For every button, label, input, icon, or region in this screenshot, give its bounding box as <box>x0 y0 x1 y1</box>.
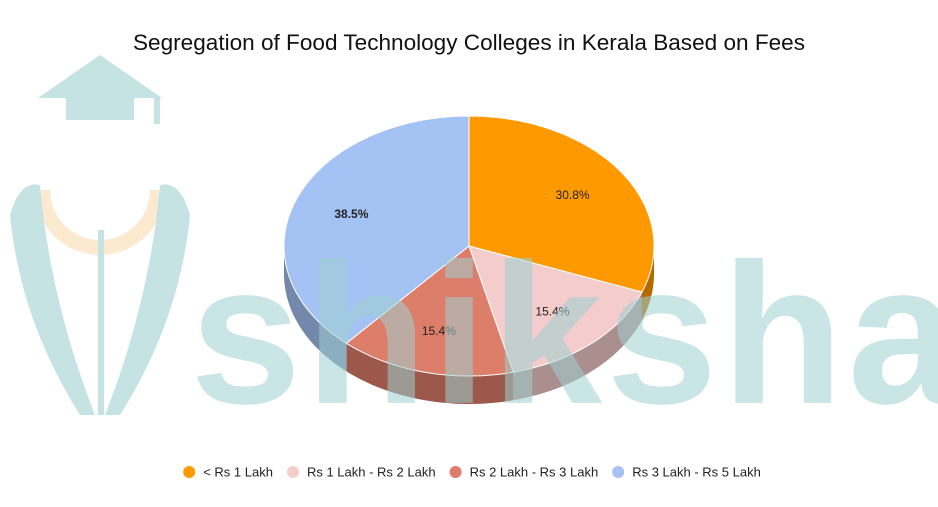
legend-item: Rs 2 Lakh - Rs 3 Lakh <box>449 464 599 479</box>
legend-swatch <box>183 466 196 478</box>
legend: < Rs 1 Lakh Rs 1 Lakh - Rs 2 Lakh Rs 2 Lak… <box>183 464 761 479</box>
logo-stem <box>98 230 104 415</box>
slice-side <box>513 292 642 401</box>
slice <box>468 115 655 293</box>
legend-label: Rs 3 Lakh - Rs 5 Lakh <box>632 464 761 479</box>
slice <box>345 245 514 377</box>
legend-item: Rs 1 Lakh - Rs 2 Lakh <box>286 464 436 479</box>
slice-side <box>346 343 514 404</box>
logo-tassel <box>154 98 160 124</box>
legend-swatch <box>449 466 462 478</box>
watermark-logo <box>10 55 190 415</box>
data-label: 15.4% <box>422 324 456 338</box>
pie: 30.8% 15.4% 15.4% 38.5% <box>283 115 655 404</box>
legend-swatch <box>286 466 299 478</box>
data-label: 38.5% <box>334 207 368 221</box>
logo-right <box>105 184 190 415</box>
watermark-text: shiksha <box>190 223 938 446</box>
data-label: 15.4% <box>535 304 569 318</box>
legend-label: Rs 1 Lakh - Rs 2 Lakh <box>307 464 436 479</box>
slice-side <box>642 246 654 321</box>
logo-cap <box>38 55 162 98</box>
logo-left <box>10 184 95 415</box>
logo-ring <box>35 190 165 255</box>
legend-label: Rs 2 Lakh - Rs 3 Lakh <box>470 464 599 479</box>
slice <box>468 245 643 373</box>
legend-item: Rs 3 Lakh - Rs 5 Lakh <box>612 464 761 479</box>
legend-item: < Rs 1 Lakh <box>183 464 273 479</box>
legend-label: < Rs 1 Lakh <box>203 464 273 479</box>
slice-side <box>284 246 347 372</box>
legend-swatch <box>612 466 625 478</box>
chart-title: Segregation of Food Technology Colleges … <box>133 30 805 55</box>
slice <box>283 115 470 344</box>
data-label: 30.8% <box>556 188 590 202</box>
logo-cap-base <box>66 98 134 120</box>
